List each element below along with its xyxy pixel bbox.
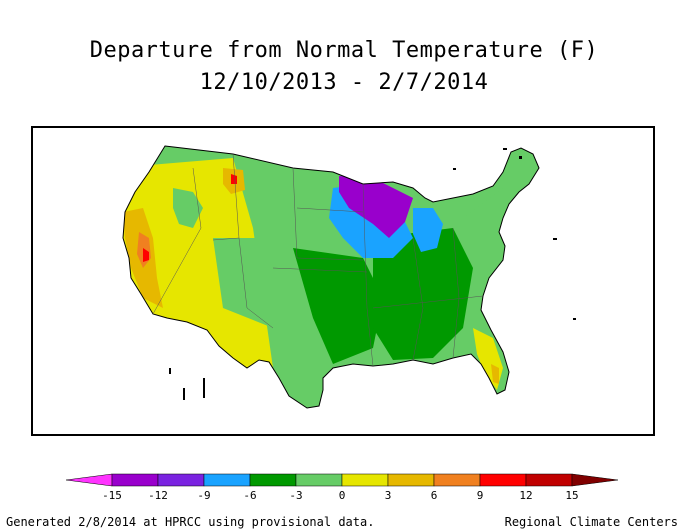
legend-tick-label: 0 xyxy=(339,489,346,502)
credit-label: Regional Climate Centers xyxy=(504,515,678,529)
legend-tick-label: -12 xyxy=(148,489,168,502)
legend-tick-label: -9 xyxy=(197,489,210,502)
map-date-range: 12/10/2013 - 2/7/2014 xyxy=(199,70,489,95)
generated-note: Generated 2/8/2014 at HPRCC using provis… xyxy=(6,515,375,529)
legend-tick-label: 6 xyxy=(431,489,438,502)
legend-swatch xyxy=(525,473,573,487)
legend-tick-label: 3 xyxy=(385,489,392,502)
legend-swatch xyxy=(433,473,481,487)
legend-tick-label: 12 xyxy=(519,489,532,502)
map-frame xyxy=(31,126,655,436)
temperature-map xyxy=(122,145,576,409)
legend-swatch xyxy=(387,473,435,487)
legend-colorbar: -15 -12 -9 -6 -3 0 3 6 9 12 15 xyxy=(65,473,619,502)
legend-tick-label: 15 xyxy=(565,489,578,502)
legend-swatch xyxy=(111,473,159,487)
legend-swatch xyxy=(295,473,343,487)
legend-tick-label: -15 xyxy=(102,489,122,502)
legend-tick-label: 9 xyxy=(477,489,484,502)
legend-swatch xyxy=(479,473,527,487)
legend-swatch xyxy=(157,473,205,487)
legend-swatch xyxy=(571,473,619,487)
legend-bar-group xyxy=(65,473,619,487)
legend-tick-label: -6 xyxy=(243,489,256,502)
legend-labels-group: -15 -12 -9 -6 -3 0 3 6 9 12 15 xyxy=(102,489,579,502)
legend-swatch xyxy=(249,473,297,487)
legend-tick-label: -3 xyxy=(289,489,302,502)
legend-swatch xyxy=(203,473,251,487)
legend-swatch xyxy=(341,473,389,487)
map-title: Departure from Normal Temperature (F) xyxy=(89,38,599,63)
color-legend: -15 -12 -9 -6 -3 0 3 6 9 12 15 xyxy=(65,470,626,510)
legend-swatch xyxy=(65,473,113,487)
